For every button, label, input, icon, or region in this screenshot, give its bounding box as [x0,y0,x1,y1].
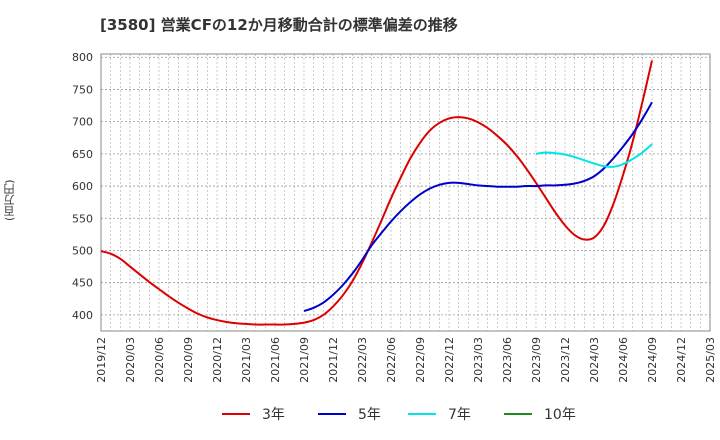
y-tick-label: 700 [72,116,93,129]
series-line-0 [100,60,653,326]
y-tick-label: 400 [72,309,93,322]
series-line-1 [303,101,653,312]
series-lines [100,60,653,326]
y-tick-label: 550 [72,212,93,225]
x-tick-label: 2021/12 [327,337,340,383]
x-tick-label: 2020/12 [211,337,224,383]
x-tick-label: 2022/09 [414,337,427,383]
x-tick-label: 2023/03 [472,337,485,383]
y-tick-label: 650 [72,148,93,161]
x-tick-label: 2024/03 [588,337,601,383]
x-tick-label: 2025/03 [704,337,717,383]
x-tick-labels: 2019/12 2020/03 2020/06 2020/09 2020/12 2021/… [95,337,717,383]
x-tick-label: 2024/06 [617,337,630,383]
x-tick-label: 2020/06 [153,337,166,383]
series-line-2 [535,143,653,168]
plot-frame [100,53,711,332]
legend-swatch [318,413,346,415]
legend-swatch [408,413,436,415]
x-tick-label: 2020/03 [124,337,137,383]
x-tick-label: 2022/06 [385,337,398,383]
legend: 3年 5年 7年 10年 [0,402,720,426]
x-tick-label: 2022/12 [443,337,456,383]
chart-title: [3580] 営業CFの12か月移動合計の標準偏差の推移 [100,16,458,34]
legend-item-3: 10年 [504,402,576,426]
y-tick-labels: 400 450 500 550 600 650 700 750 800 [72,51,93,322]
x-tick-label: 2023/12 [559,337,572,383]
y-tick-label: 500 [72,244,93,257]
x-tick-label: 2021/09 [298,337,311,383]
y-tick-label: 800 [72,51,93,64]
legend-label: 3年 [262,407,285,423]
legend-item-2: 7年 [408,402,471,426]
x-tick-label: 2022/03 [356,337,369,383]
x-tick-label: 2019/12 [95,337,108,383]
x-tick-label: 2021/06 [269,337,282,383]
x-tick-label: 2021/03 [240,337,253,383]
x-tick-label: 2023/06 [501,337,514,383]
legend-item-1: 5年 [318,402,381,426]
legend-swatch [222,413,250,415]
y-tick-label: 600 [72,180,93,193]
y-tick-label: 450 [72,277,93,290]
legend-item-0: 3年 [222,402,285,426]
x-tick-label: 2024/12 [675,337,688,383]
x-tick-label: 2023/09 [530,337,543,383]
legend-label: 10年 [544,407,576,423]
legend-label: 5年 [358,407,381,423]
grid-lines [101,54,710,331]
x-tick-label: 2020/09 [182,337,195,383]
x-tick-label: 2024/09 [646,337,659,383]
legend-label: 7年 [448,407,471,423]
legend-swatch [504,413,532,415]
y-tick-label: 750 [72,83,93,96]
